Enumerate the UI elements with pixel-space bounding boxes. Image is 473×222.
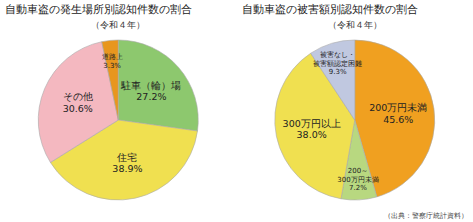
background — [0, 0, 473, 222]
data-labels: 200万円未満45.6% 200～300万円未満7.2% 300万円以上38.0% 被… — [283, 51, 428, 192]
slice-label: 被害なし・被害額認定困難 — [313, 51, 362, 67]
data-labels: 駐車（輪）場27.2% 住宅38.9% その他30.6% 道路上3.3% — [63, 53, 182, 174]
slice-label: 200～300万円未満 — [337, 167, 378, 183]
chart-subtitle: （令和４年） — [328, 20, 382, 30]
slices — [38, 40, 198, 200]
value-label: 30.6% — [63, 103, 93, 114]
pie-chart: 自動車盗の被害額別認知件数の割合 （令和４年） 200万円未満45.6% 200～30… — [242, 3, 435, 200]
value-label: 38.0% — [297, 129, 327, 140]
value-label: 45.6% — [383, 114, 413, 125]
slice-label: 道路上 — [102, 53, 123, 61]
slice-label: その他 — [63, 91, 93, 102]
pie-slice — [102, 40, 118, 120]
chart-title: 自動車盗の被害額別認知件数の割合 — [242, 3, 418, 15]
value-label: 27.2% — [136, 91, 166, 102]
value-label: 7.2% — [349, 184, 367, 192]
slice-label: 200万円未満 — [369, 102, 427, 113]
slice-label: 住宅 — [117, 152, 137, 163]
value-label: 9.3% — [329, 68, 347, 76]
value-label: 3.3% — [103, 62, 121, 70]
slice-label: 300万円以上 — [283, 118, 341, 129]
value-label: 38.9% — [112, 163, 142, 174]
chart-title: 自動車盗の発生場所別認知件数の割合 — [5, 3, 192, 15]
pie-slice — [311, 40, 355, 120]
source-note: （出典：警察庁統計資料） — [384, 212, 468, 220]
chart-subtitle: （令和４年） — [91, 20, 145, 30]
chart-canvas: 自動車盗の発生場所別認知件数の割合 （令和４年） 駐車（輪）場27.2% 住宅38.9… — [0, 0, 473, 222]
slice-label: 駐車（輪）場 — [120, 80, 181, 91]
pie-chart: 自動車盗の発生場所別認知件数の割合 （令和４年） 駐車（輪）場27.2% 住宅38.9… — [5, 3, 198, 200]
slices — [275, 40, 435, 200]
pie-slice — [118, 40, 198, 131]
